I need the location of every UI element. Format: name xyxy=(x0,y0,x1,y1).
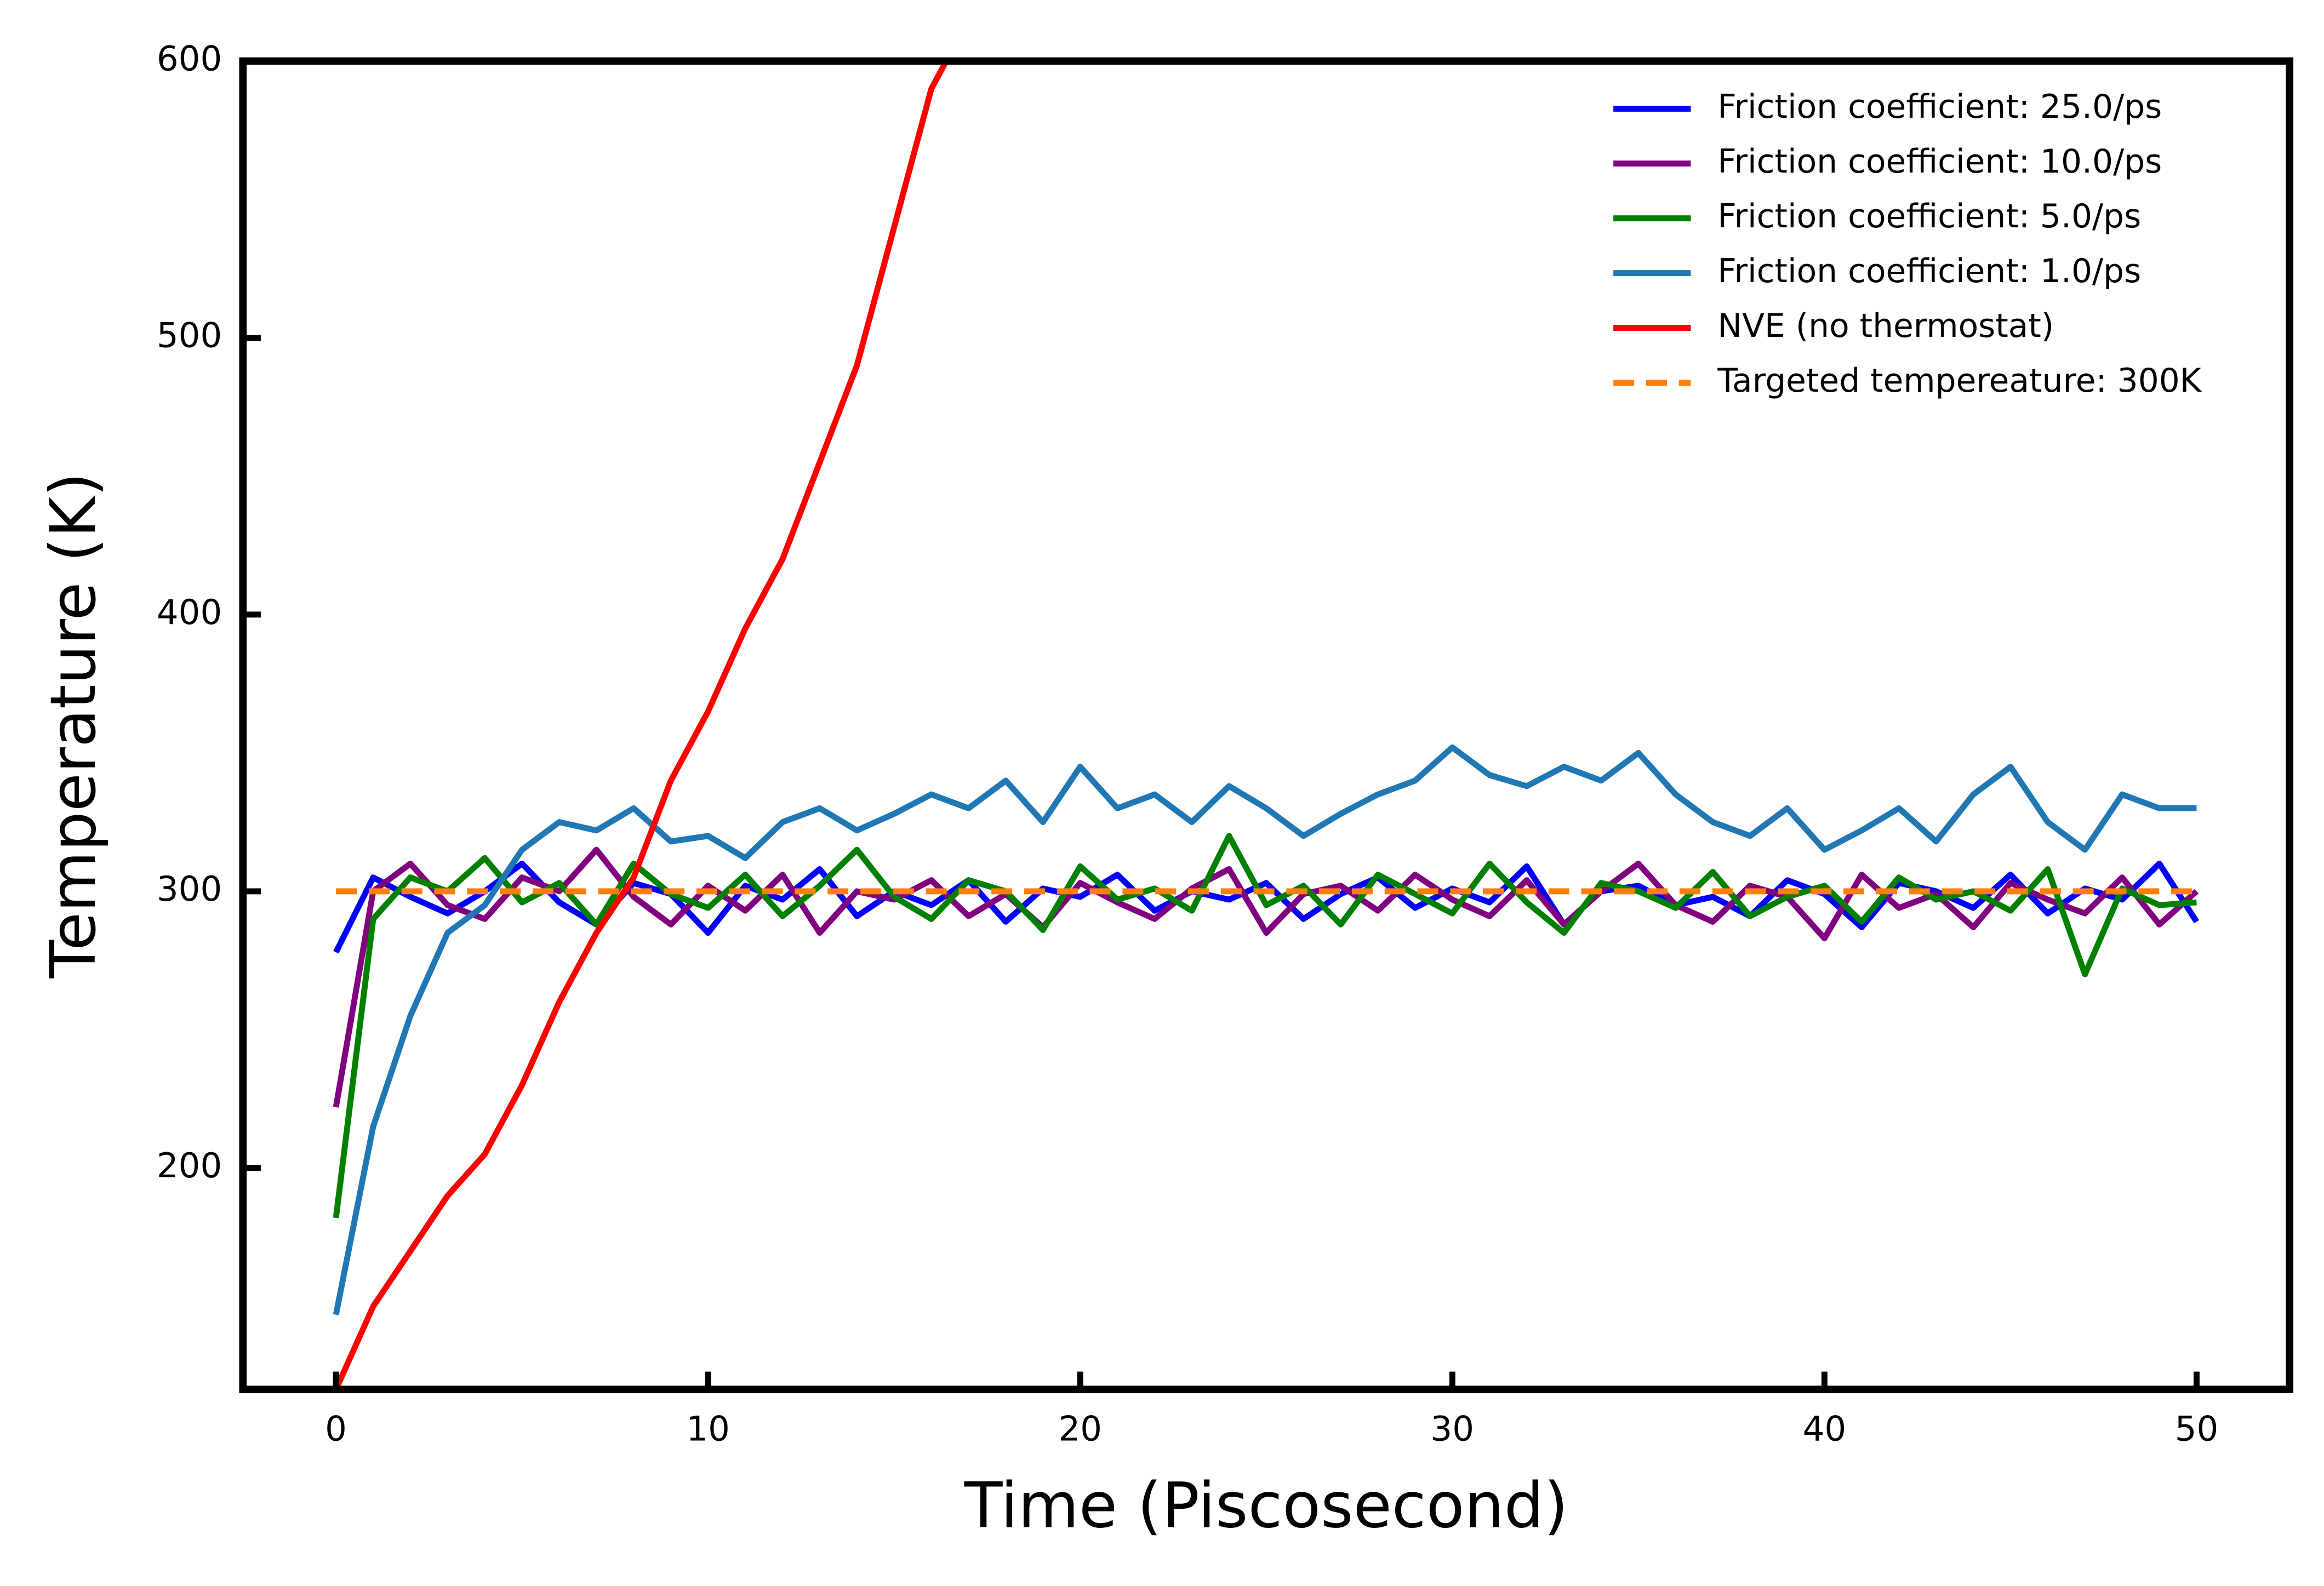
series-line xyxy=(333,61,949,1390)
legend-label: NVE (no thermostat) xyxy=(1717,307,2054,345)
y-tick-label: 400 xyxy=(157,592,222,632)
plot-area xyxy=(333,61,2200,1390)
x-tick-label: 30 xyxy=(1431,1408,1475,1448)
x-tick-label: 20 xyxy=(1058,1408,1102,1448)
legend-label: Targeted tempereature: 300K xyxy=(1717,362,2202,400)
series-line xyxy=(333,744,2197,1315)
x-tick-label: 0 xyxy=(325,1408,347,1448)
axes-frame xyxy=(239,57,2294,1393)
legend-label: Friction coefficient: 1.0/ps xyxy=(1717,252,2141,290)
y-tick-label: 200 xyxy=(157,1146,222,1186)
x-tick-label: 40 xyxy=(1803,1408,1847,1448)
legend-label: Friction coefficient: 25.0/ps xyxy=(1717,88,2162,126)
legend-label: Friction coefficient: 5.0/ps xyxy=(1717,197,2141,236)
y-tick-label: 600 xyxy=(157,39,222,79)
y-tick-label: 300 xyxy=(157,869,222,909)
y-axis-label: Temperature (K) xyxy=(37,472,110,978)
x-tick-label: 10 xyxy=(686,1408,730,1448)
x-axis-label: Time (Piscosecond) xyxy=(964,1469,1568,1542)
x-tick-label: 50 xyxy=(2175,1408,2219,1448)
legend-label: Friction coefficient: 10.0/ps xyxy=(1717,142,2162,181)
y-tick-label: 500 xyxy=(157,316,222,356)
